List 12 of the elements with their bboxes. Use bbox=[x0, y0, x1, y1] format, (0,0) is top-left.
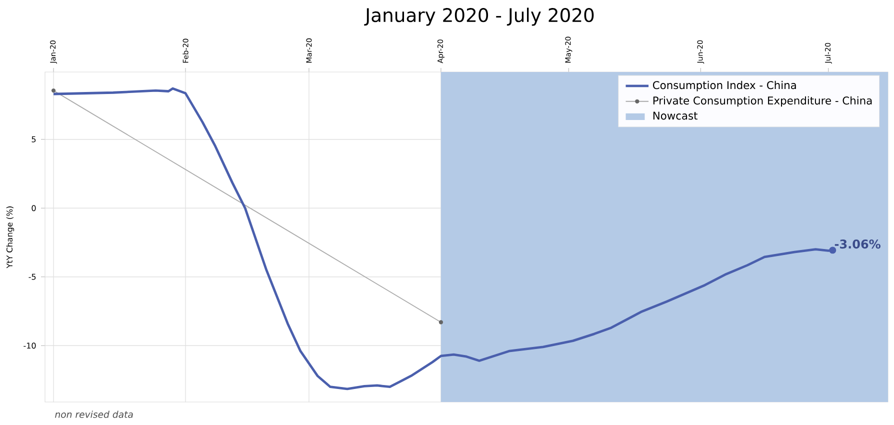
point bbox=[829, 246, 836, 254]
chart-title: January 2020 - July 2020 bbox=[364, 8, 594, 26]
y-tick-label: -10 bbox=[24, 342, 36, 349]
y-tick-label: 0 bbox=[32, 205, 36, 212]
y-tick-label: -5 bbox=[28, 274, 36, 280]
annotation: -3.06% bbox=[834, 240, 880, 249]
text: non revised data bbox=[55, 410, 133, 418]
y-axis-title: YtY Change (%) bbox=[6, 206, 14, 268]
band-label: Nowcast bbox=[653, 112, 698, 120]
legend-label: Private Consumption Expenditure - China bbox=[653, 96, 872, 107]
legend-label: Consumption Index - China bbox=[652, 80, 796, 92]
y-tick-label: 5 bbox=[32, 136, 36, 142]
